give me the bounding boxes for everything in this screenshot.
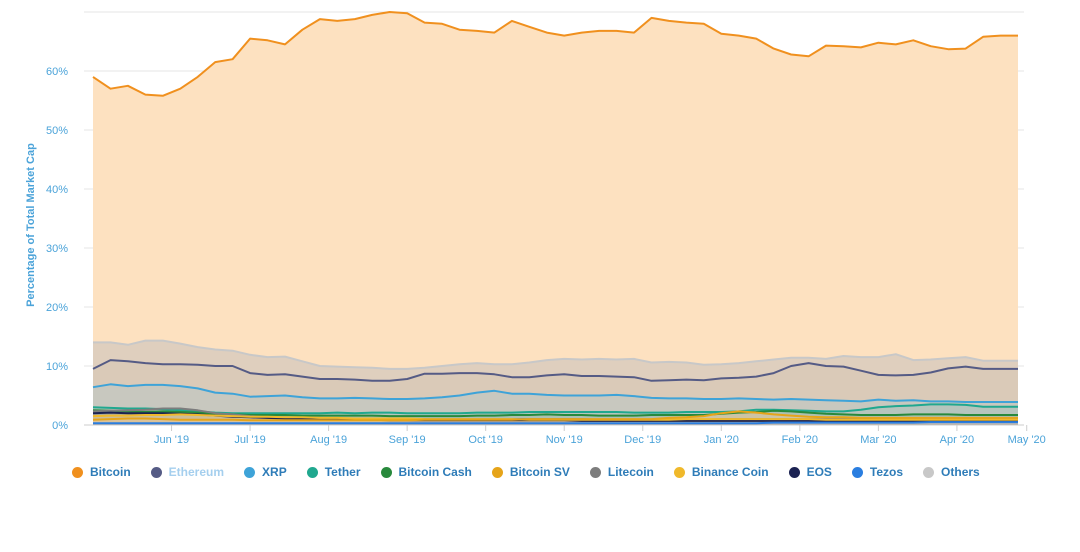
x-tick-label: May '20 xyxy=(1008,434,1046,446)
line-xrp xyxy=(92,383,1018,403)
line-tether xyxy=(92,403,1018,415)
legend-dot-icon xyxy=(150,466,162,478)
legend-label: Binance Coin xyxy=(691,465,769,479)
x-tick-label: Mar '20 xyxy=(860,434,896,446)
legend-dot-icon xyxy=(380,466,392,478)
y-axis-ticks: 0% 10% 20% 30% 40% 50% 60% xyxy=(46,66,68,432)
legend-item-xrp[interactable]: XRP xyxy=(244,465,287,479)
x-axis-ticks: Jun '19 Jul '19 Aug '19 Sep '19 Oct '19 Nov '… xyxy=(154,425,1046,446)
legend-dot-icon xyxy=(923,466,935,478)
legend-label: XRP xyxy=(262,465,287,479)
legend-item-bitcoin-sv[interactable]: Bitcoin SV xyxy=(491,465,570,479)
legend-dot-icon xyxy=(673,466,685,478)
market-cap-chart: 0% 10% 20% 30% 40% 50% 60% Jun '19 Jul '19 Aug '… xyxy=(25,11,1046,446)
line-bitcoin-sv xyxy=(92,410,1018,422)
legend-dot-icon xyxy=(491,466,503,478)
y-tick-label: 10% xyxy=(46,361,68,373)
legend-item-ethereum[interactable]: Ethereum xyxy=(150,465,225,479)
legend-item-bitcoin[interactable]: Bitcoin xyxy=(72,465,131,479)
legend-label: Bitcoin xyxy=(90,465,131,479)
legend-label: Bitcoin SV xyxy=(509,465,570,479)
legend-label: Tezos xyxy=(869,465,904,479)
legend-dot-icon xyxy=(306,466,318,478)
legend-item-others[interactable]: Others xyxy=(923,465,980,479)
line-bitcoin xyxy=(92,11,1018,97)
legend-item-tezos[interactable]: Tezos xyxy=(851,465,904,479)
x-tick-label: Sep '19 xyxy=(389,434,426,446)
legend-item-tether[interactable]: Tether xyxy=(306,465,361,479)
legend-item-binance-coin[interactable]: Binance Coin xyxy=(673,465,769,479)
line-tezos xyxy=(93,421,1018,425)
y-tick-label: 50% xyxy=(46,125,68,137)
legend-dot-icon xyxy=(788,466,800,478)
legend-dot-icon xyxy=(244,466,256,478)
legend-item-eos[interactable]: EOS xyxy=(788,465,832,479)
line-others xyxy=(93,339,1018,370)
legend-label: Bitcoin Cash xyxy=(398,465,472,479)
y-tick-label: 20% xyxy=(46,302,68,314)
y-tick-label: 30% xyxy=(46,243,68,255)
x-tick-label: Nov '19 xyxy=(546,434,583,446)
legend-dot-icon xyxy=(851,466,863,478)
legend-item-litecoin[interactable]: Litecoin xyxy=(589,465,654,479)
x-tick-label: Jul '19 xyxy=(234,434,265,446)
y-axis-label: Percentage of Total Market Cap xyxy=(25,143,37,307)
legend-label: Tether xyxy=(324,465,361,479)
legend-dot-icon xyxy=(72,466,83,478)
x-tick-label: Aug '19 xyxy=(310,434,347,446)
y-tick-label: 60% xyxy=(46,66,68,78)
x-tick-label: Feb '20 xyxy=(782,434,818,446)
x-tick-label: Jan '20 xyxy=(704,434,739,446)
x-tick-label: Apr '20 xyxy=(940,434,975,446)
y-tick-label: 40% xyxy=(46,184,68,196)
chart-legend: Bitcoin Ethereum XRP Tether Bitcoin Cash Bitc… xyxy=(72,465,1062,479)
area-bitcoin xyxy=(93,12,1018,425)
legend-label: Litecoin xyxy=(607,465,654,479)
y-tick-label: 0% xyxy=(52,420,68,432)
x-tick-label: Oct '19 xyxy=(468,434,503,446)
legend-item-bitcoin-cash[interactable]: Bitcoin Cash xyxy=(380,465,472,479)
legend-label: Ethereum xyxy=(168,465,225,479)
legend-dot-icon xyxy=(589,466,601,478)
series-lines xyxy=(92,11,1018,425)
line-ethereum xyxy=(92,359,1018,382)
x-tick-label: Jun '19 xyxy=(154,434,189,446)
legend-label: Others xyxy=(941,465,980,479)
legend-label: EOS xyxy=(806,465,832,479)
x-tick-label: Dec '19 xyxy=(624,434,661,446)
area-series xyxy=(93,12,1018,425)
